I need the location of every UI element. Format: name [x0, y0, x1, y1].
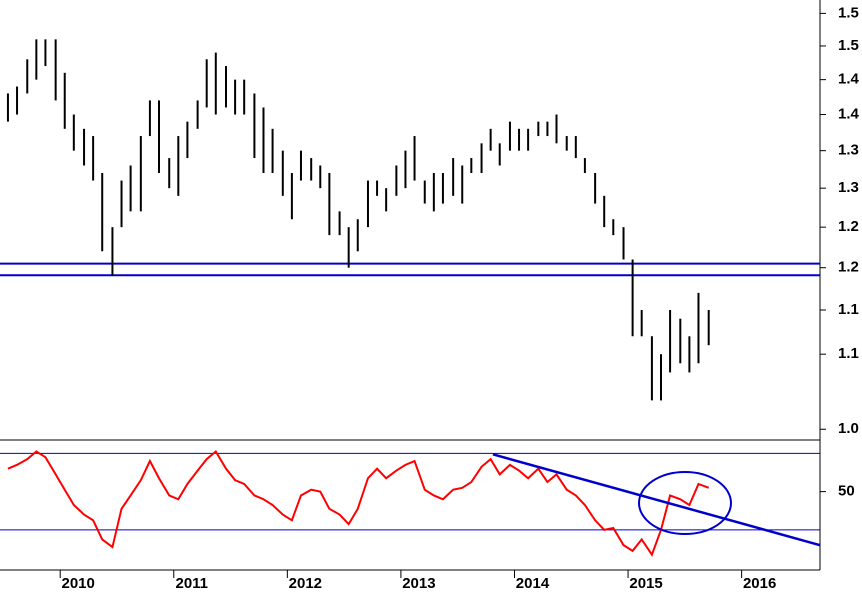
trend-line: [492, 453, 821, 547]
y-tick-label: 1.3: [838, 179, 859, 196]
x-tick-label: 2012: [289, 575, 322, 592]
x-tick-label: 2010: [62, 575, 95, 592]
x-tick-label: 2015: [629, 575, 662, 592]
x-tick-label: 2013: [402, 575, 435, 592]
y-tick-label: 1.0: [838, 420, 859, 437]
y-tick-label: 1.5: [838, 4, 859, 21]
x-tick-label: 2016: [743, 575, 776, 592]
y-tick-label: 1.1: [838, 301, 859, 318]
y-tick-label: 1.4: [838, 105, 860, 122]
y-tick-label: 1.5: [838, 37, 859, 54]
y-tick-label: 1.1: [838, 345, 859, 362]
y-tick-label: 50: [838, 483, 855, 500]
y-tick-label: 1.2: [838, 218, 859, 235]
rsi-line: [7, 449, 710, 557]
x-tick-label: 2011: [175, 575, 208, 592]
highlight-ellipse: [638, 471, 732, 535]
y-tick-label: 1.2: [838, 259, 859, 276]
x-tick-label: 2014: [516, 575, 550, 592]
y-tick-label: 1.4: [838, 71, 860, 88]
y-tick-label: 1.3: [838, 142, 859, 159]
